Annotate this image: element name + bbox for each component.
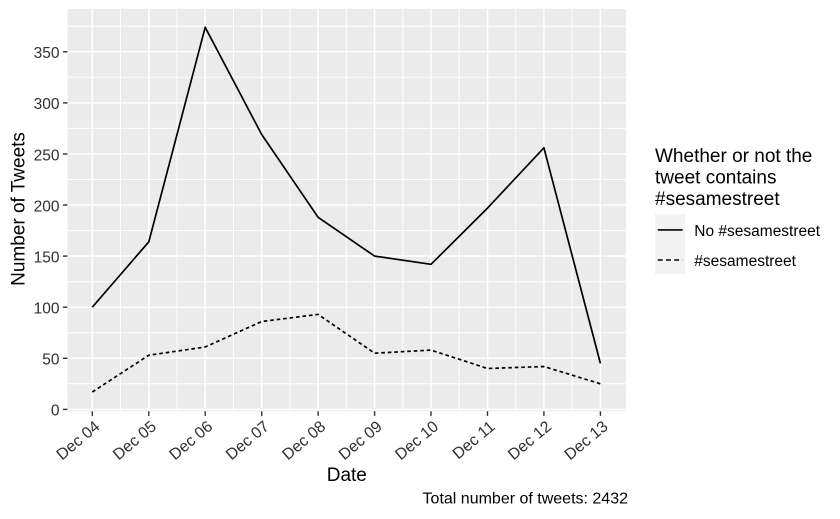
svg-text:#sesamestreet: #sesamestreet [655, 189, 780, 210]
svg-text:Dec 06: Dec 06 [167, 418, 217, 464]
svg-text:Whether or not the: Whether or not the [655, 146, 812, 167]
svg-text:150: 150 [34, 249, 60, 266]
svg-text:Dec 10: Dec 10 [392, 418, 442, 464]
svg-text:Date: Date [327, 465, 367, 486]
svg-text:Dec 09: Dec 09 [336, 418, 386, 464]
svg-text:tweet contains: tweet contains [655, 167, 776, 188]
svg-text:200: 200 [34, 198, 60, 215]
svg-text:Dec 13: Dec 13 [562, 418, 612, 464]
svg-text:Dec 08: Dec 08 [279, 418, 329, 464]
svg-text:No #sesamestreet: No #sesamestreet [694, 223, 820, 240]
svg-text:Dec 11: Dec 11 [450, 418, 499, 463]
svg-text:Number of Tweets: Number of Tweets [9, 132, 30, 286]
svg-text:300: 300 [34, 96, 60, 113]
svg-text:#sesamestreet: #sesamestreet [694, 253, 796, 270]
svg-text:Dec 07: Dec 07 [223, 418, 273, 464]
svg-text:50: 50 [42, 352, 60, 369]
svg-text:Dec 05: Dec 05 [110, 418, 160, 464]
svg-text:Dec 12: Dec 12 [505, 418, 555, 464]
svg-text:0: 0 [51, 403, 60, 420]
svg-text:100: 100 [34, 301, 60, 318]
svg-text:250: 250 [34, 147, 60, 164]
svg-text:350: 350 [34, 45, 60, 62]
svg-text:Dec 04: Dec 04 [54, 418, 104, 464]
svg-text:Total number of tweets: 2432: Total number of tweets: 2432 [423, 491, 629, 508]
